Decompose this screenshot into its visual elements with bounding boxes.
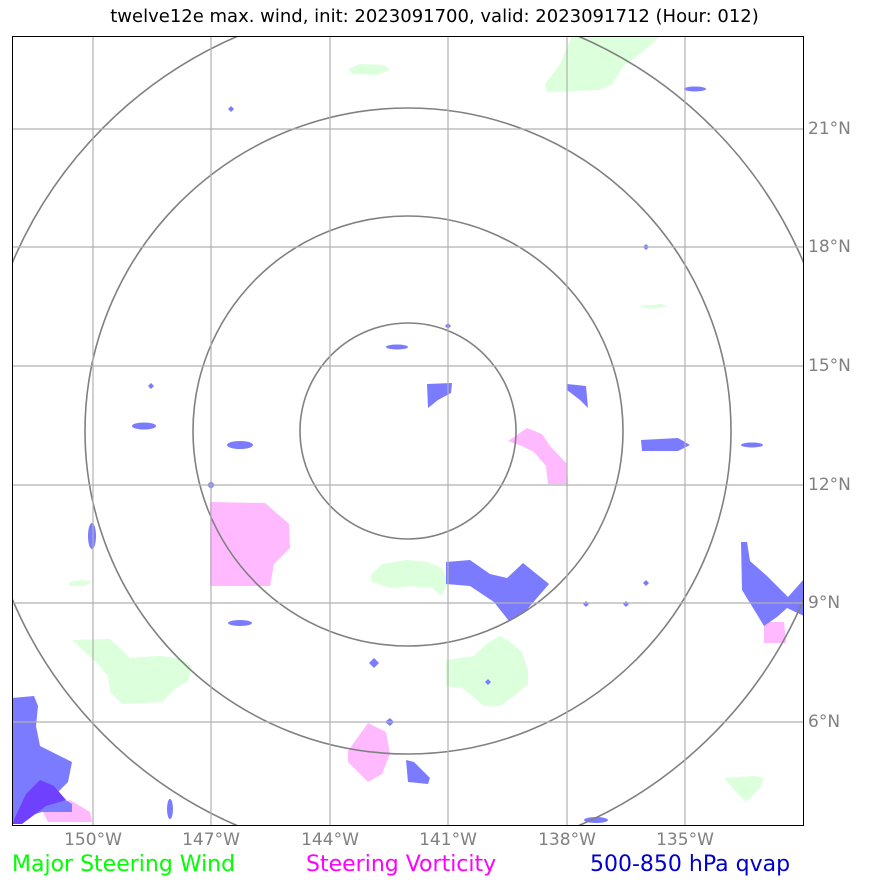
qvap-area-sw-dark — [12, 780, 66, 824]
map-title: twelve12e max. wind, init: 2023091700, v… — [110, 6, 759, 27]
lat-label-15n: 15°N — [808, 356, 851, 376]
qvap-area-ne-dot — [684, 86, 706, 92]
wind-area-east-strip — [638, 304, 668, 309]
qvap-area-west-3 — [228, 620, 252, 626]
qvap-area-east-dot — [741, 442, 763, 448]
legend-qvap: 500-850 hPa qvap — [590, 852, 791, 877]
vort-area-south — [348, 723, 390, 782]
lat-label-21n: 21°N — [808, 119, 851, 139]
lon-label-138w: 138°W — [538, 830, 596, 850]
steering-vorticity-areas — [42, 428, 786, 822]
lon-label-150w: 150°W — [64, 830, 122, 850]
qvap-area-center — [427, 383, 452, 408]
lat-label-12n: 12°N — [808, 475, 851, 495]
wind-area-small-north — [348, 64, 390, 75]
lat-label-9n: 9°N — [808, 593, 841, 613]
wind-area-south — [446, 636, 528, 706]
lat-label-6n: 6°N — [808, 712, 841, 732]
qvap-area-east-oval — [641, 438, 690, 451]
qvap-area-east-small — [567, 384, 588, 408]
qvap-dot-1 — [369, 658, 379, 668]
range-ring-3 — [84, 107, 732, 755]
range-rings — [12, 36, 804, 826]
qvap-dot-4 — [148, 383, 154, 389]
vort-area-west — [210, 502, 290, 586]
qvap-area-south-main — [446, 560, 549, 621]
qvap-area-west-2 — [132, 422, 156, 430]
qvap-dot-5 — [228, 106, 234, 112]
legend-steering-vorticity: Steering Vorticity — [306, 852, 497, 877]
steering-wind-areas — [70, 36, 764, 802]
lon-label-144w: 144°W — [301, 830, 359, 850]
qvap-area-north-dot — [386, 344, 408, 350]
qvap-areas — [12, 86, 804, 824]
qvap-area-west-4 — [88, 523, 96, 549]
qvap-dot-11 — [485, 679, 491, 685]
map-plot — [12, 36, 804, 826]
wind-area-central — [370, 560, 448, 596]
lon-label-135w: 135°W — [656, 830, 714, 850]
qvap-area-west-1 — [227, 441, 253, 449]
wind-area-southwest — [72, 639, 192, 704]
wind-area-southeast — [724, 776, 764, 802]
qvap-area-east-edge — [741, 542, 804, 626]
vort-area-east — [764, 622, 786, 643]
lat-label-18n: 18°N — [808, 237, 851, 257]
gridlines — [12, 36, 804, 826]
lon-label-147w: 147°W — [182, 830, 240, 850]
wind-area-west-strip — [70, 580, 92, 586]
qvap-area-se-strip — [584, 817, 608, 823]
qvap-dot-8 — [643, 580, 649, 586]
vort-area-center-east — [508, 428, 568, 484]
legend-steering-wind: Major Steering Wind — [12, 852, 236, 877]
plot-frame — [12, 36, 804, 826]
qvap-area-south-small — [406, 760, 430, 784]
lon-label-141w: 141°W — [419, 830, 477, 850]
range-ring-2 — [192, 215, 624, 647]
range-ring-1 — [299, 322, 517, 540]
wind-area-north — [545, 36, 660, 92]
qvap-area-south-strip — [167, 799, 173, 819]
